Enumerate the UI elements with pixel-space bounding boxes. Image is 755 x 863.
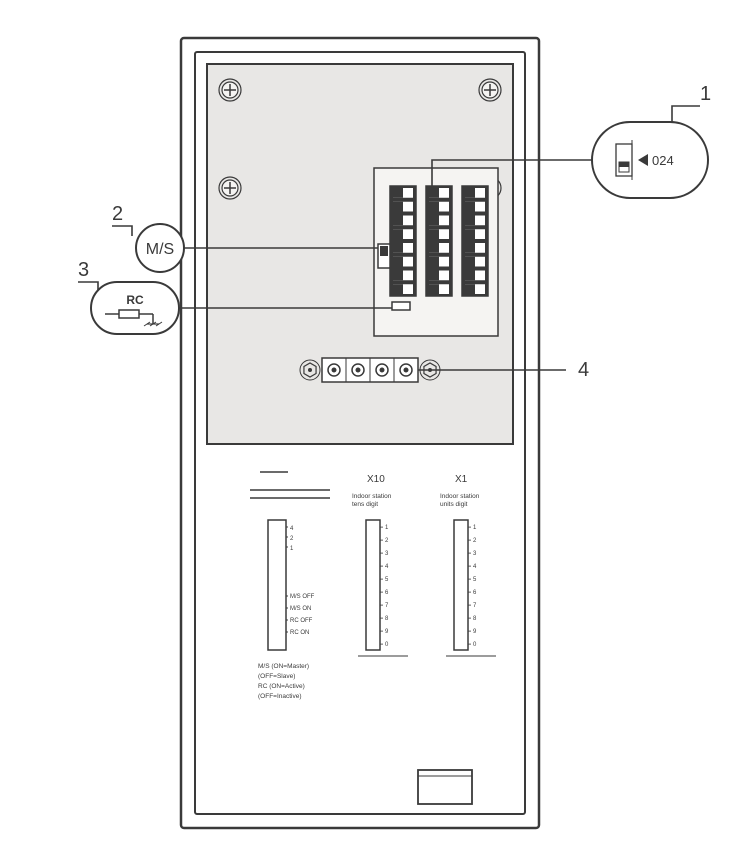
- svg-text:7: 7: [385, 603, 389, 609]
- svg-text:tens digit: tens digit: [352, 501, 378, 508]
- svg-text:RC ON: RC ON: [290, 630, 309, 636]
- callout-bubble-1: [592, 122, 708, 198]
- svg-text:4: 4: [473, 564, 477, 570]
- svg-text:3: 3: [385, 551, 389, 557]
- svg-text:RC (ON=Active): RC (ON=Active): [258, 683, 305, 690]
- svg-text:6: 6: [385, 590, 389, 596]
- svg-text:2: 2: [290, 536, 294, 542]
- technical-diagram: X10Indoor stationtens digitX1Indoor stat…: [0, 0, 755, 863]
- svg-text:M/S OFF: M/S OFF: [290, 594, 315, 600]
- svg-text:1: 1: [385, 525, 389, 531]
- svg-text:(OFF=Slave): (OFF=Slave): [258, 673, 295, 680]
- callout-1-text: 024: [652, 153, 674, 168]
- svg-text:9: 9: [385, 629, 389, 635]
- svg-text:2: 2: [473, 538, 477, 544]
- svg-text:4: 4: [290, 526, 294, 532]
- col-header: X10: [367, 474, 385, 485]
- svg-text:5: 5: [385, 577, 389, 583]
- svg-text:units digit: units digit: [440, 501, 468, 508]
- svg-text:0: 0: [385, 642, 389, 648]
- callout-3-text: RC: [126, 293, 144, 307]
- col-header: X1: [455, 474, 468, 485]
- svg-text:4: 4: [385, 564, 389, 570]
- svg-text:9: 9: [473, 629, 477, 635]
- callout-number-3: 3: [78, 259, 89, 281]
- svg-text:M/S (ON=Master): M/S (ON=Master): [258, 663, 309, 670]
- svg-text:7: 7: [473, 603, 477, 609]
- svg-text:2: 2: [385, 538, 389, 544]
- callout-bubble-3: [91, 282, 179, 334]
- svg-text:6: 6: [473, 590, 477, 596]
- svg-text:Indoor station: Indoor station: [440, 493, 480, 500]
- callout-number-1: 1: [700, 83, 711, 105]
- svg-text:0: 0: [473, 642, 477, 648]
- callout-number-2: 2: [112, 203, 123, 225]
- svg-text:Indoor station: Indoor station: [352, 493, 392, 500]
- svg-text:M/S ON: M/S ON: [290, 606, 311, 612]
- callout-2-text: M/S: [146, 241, 174, 258]
- svg-text:3: 3: [473, 551, 477, 557]
- svg-text:1: 1: [473, 525, 477, 531]
- svg-text:5: 5: [473, 577, 477, 583]
- svg-text:1: 1: [290, 546, 294, 552]
- callout-number-4: 4: [578, 359, 589, 381]
- svg-text:8: 8: [385, 616, 389, 622]
- svg-text:RC OFF: RC OFF: [290, 618, 313, 624]
- svg-text:8: 8: [473, 616, 477, 622]
- svg-text:(OFF=Inactive): (OFF=Inactive): [258, 693, 302, 700]
